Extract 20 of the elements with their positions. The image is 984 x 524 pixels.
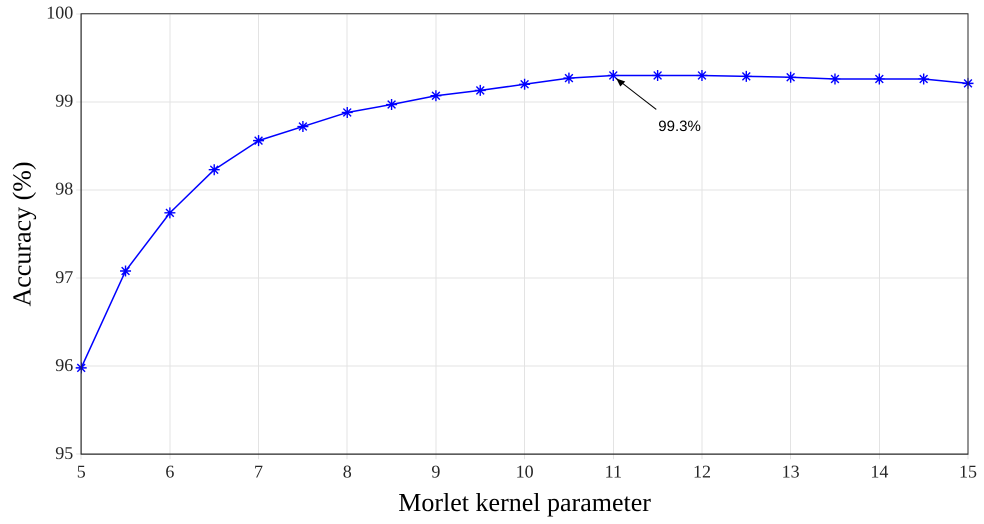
y-tick-label: 100 xyxy=(46,2,74,23)
x-tick-label: 7 xyxy=(254,462,264,482)
annotation: 99.3% xyxy=(658,118,701,136)
x-tick-label: 6 xyxy=(165,462,174,482)
x-tick-label: 11 xyxy=(604,462,622,482)
x-axis-title: Morlet kernel parameter xyxy=(398,488,652,518)
y-axis-title: Accuracy (%) xyxy=(7,161,36,307)
x-tick-label: 13 xyxy=(782,462,800,482)
y-tick-label: 95 xyxy=(55,442,74,463)
y-tick-label: 97 xyxy=(55,266,74,287)
x-tick-label: 5 xyxy=(76,462,86,482)
x-tick-label: 15 xyxy=(959,462,977,482)
y-tick-label: 96 xyxy=(55,354,74,375)
x-tick-label: 8 xyxy=(342,462,352,482)
y-tick-label: 98 xyxy=(55,178,74,199)
x-tick-label: 14 xyxy=(870,462,888,482)
y-tick-label: 99 xyxy=(55,90,74,111)
x-tick-label: 12 xyxy=(692,462,711,482)
x-tick-label: 10 xyxy=(516,462,534,482)
x-tick-label: 9 xyxy=(431,462,440,482)
